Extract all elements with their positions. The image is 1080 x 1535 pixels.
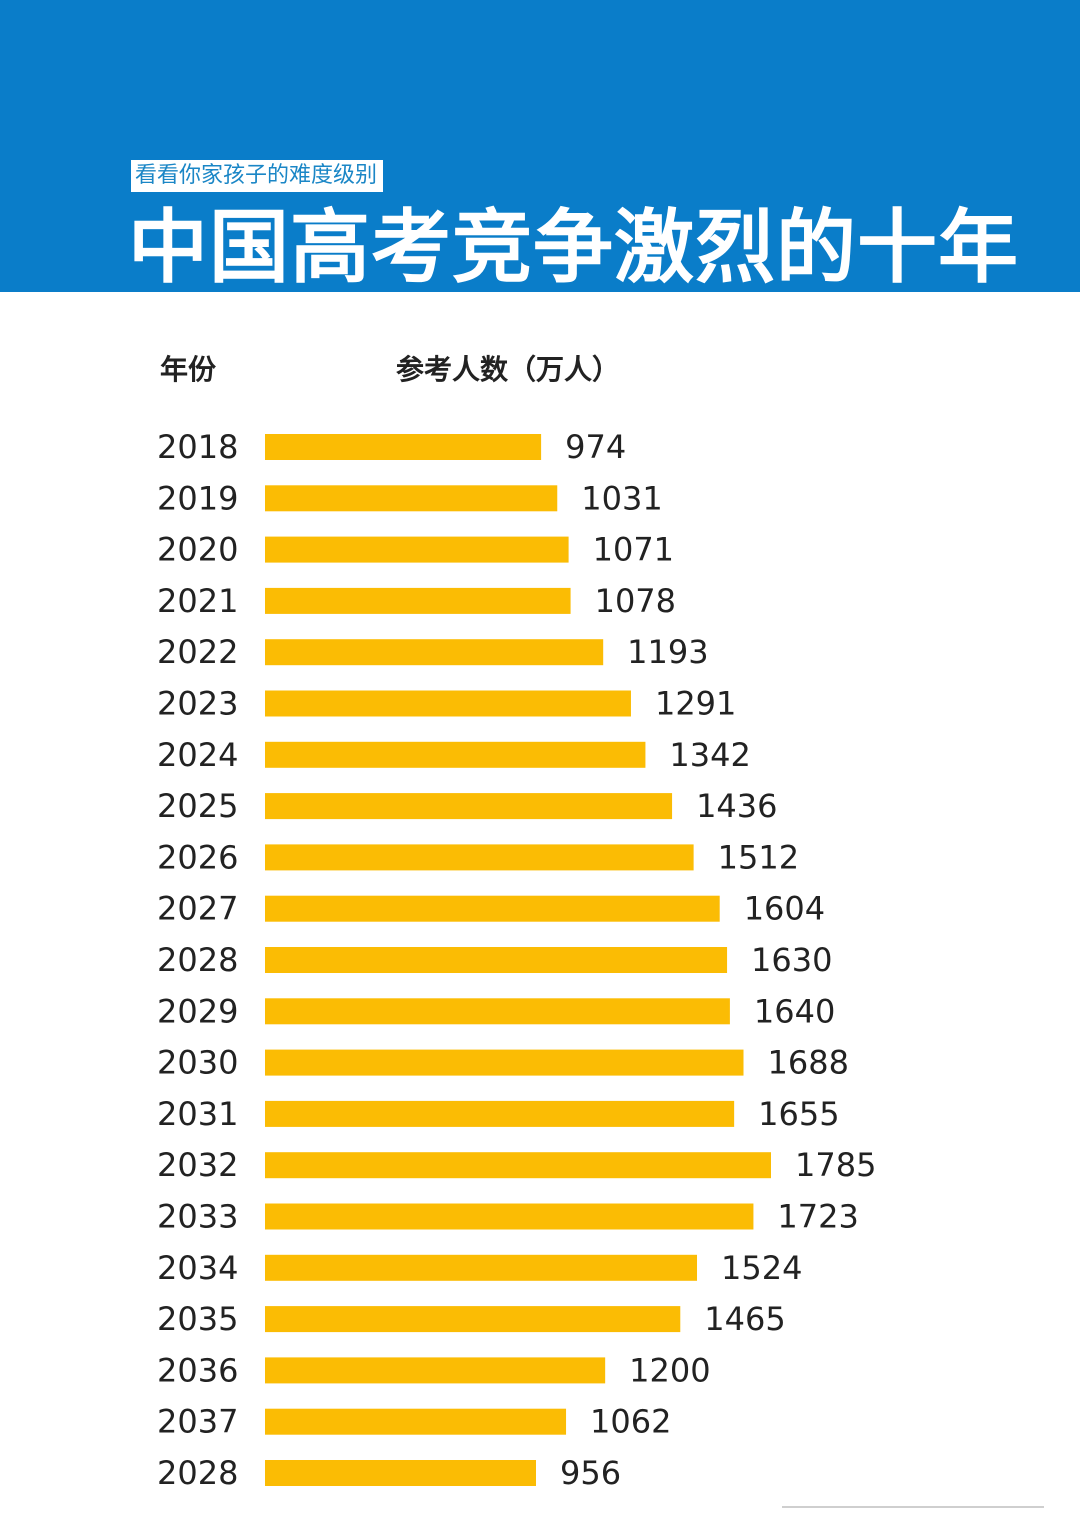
year-label: 2032 — [157, 1146, 238, 1184]
bar — [265, 947, 728, 973]
value-label: 1291 — [655, 685, 736, 723]
bar — [265, 485, 558, 512]
bar — [265, 1254, 698, 1281]
value-label: 1630 — [751, 941, 832, 979]
value-label: 956 — [560, 1454, 621, 1492]
year-label: 2021 — [157, 582, 238, 620]
bar — [265, 639, 604, 666]
value-label: 1193 — [627, 633, 708, 671]
year-label: 2030 — [157, 1044, 238, 1082]
value-label: 1785 — [795, 1146, 876, 1184]
year-label: 2028 — [157, 941, 238, 979]
bar — [265, 536, 569, 563]
bar — [265, 1306, 681, 1333]
bar — [265, 741, 646, 768]
year-label: 2026 — [157, 838, 238, 876]
bar — [265, 1203, 754, 1230]
value-label: 1640 — [754, 992, 835, 1030]
value-label: 1524 — [721, 1249, 802, 1287]
value-label: 1688 — [768, 1044, 849, 1082]
bar — [265, 587, 571, 614]
year-label: 2033 — [157, 1198, 238, 1236]
bar — [265, 690, 631, 717]
bar — [265, 844, 694, 871]
bar — [265, 895, 720, 922]
year-label: 2034 — [157, 1249, 238, 1287]
year-label: 2018 — [157, 428, 238, 466]
year-label: 2036 — [157, 1351, 238, 1389]
value-label: 1200 — [629, 1351, 710, 1389]
bar — [265, 998, 730, 1025]
title-banner: 看看你家孩子的难度级别 中国高考竞争激烈的十年 — [0, 0, 1080, 292]
bar — [265, 793, 673, 820]
value-label: 974 — [565, 428, 626, 466]
value-column-header: 参考人数（万人） — [396, 353, 621, 386]
year-label: 2019 — [157, 479, 238, 517]
year-label: 2027 — [157, 890, 238, 928]
year-label: 2037 — [157, 1403, 238, 1441]
value-label: 1436 — [696, 787, 777, 825]
value-label: 1655 — [758, 1095, 839, 1133]
value-label: 1342 — [669, 736, 750, 774]
year-label: 2023 — [157, 685, 238, 723]
bar — [265, 1152, 771, 1179]
value-label: 1604 — [744, 890, 825, 928]
year-column-header: 年份 — [160, 353, 217, 386]
year-label: 2025 — [157, 787, 238, 825]
bar — [265, 1460, 537, 1486]
value-label: 1031 — [581, 479, 662, 517]
bar — [265, 1357, 606, 1384]
year-label: 2024 — [157, 736, 238, 774]
value-label: 1512 — [718, 838, 799, 876]
year-label: 2029 — [157, 992, 238, 1030]
year-label: 2028 — [157, 1454, 238, 1492]
value-label: 1062 — [590, 1403, 671, 1441]
bar — [265, 1408, 567, 1435]
chart-title: 中国高考竞争激烈的十年 — [128, 201, 1019, 292]
bar — [265, 1100, 735, 1127]
chart-subtitle: 看看你家孩子的难度级别 — [131, 160, 384, 192]
bottom-divider — [782, 1498, 1044, 1508]
year-label: 2020 — [157, 531, 238, 569]
year-label: 2031 — [157, 1095, 238, 1133]
value-label: 1071 — [593, 531, 674, 569]
bar — [265, 1049, 744, 1076]
year-label: 2035 — [157, 1300, 238, 1338]
value-label: 1465 — [704, 1300, 785, 1338]
value-label: 1723 — [777, 1198, 858, 1236]
value-label: 1078 — [595, 582, 676, 620]
year-label: 2022 — [157, 633, 238, 671]
bar — [265, 434, 542, 460]
